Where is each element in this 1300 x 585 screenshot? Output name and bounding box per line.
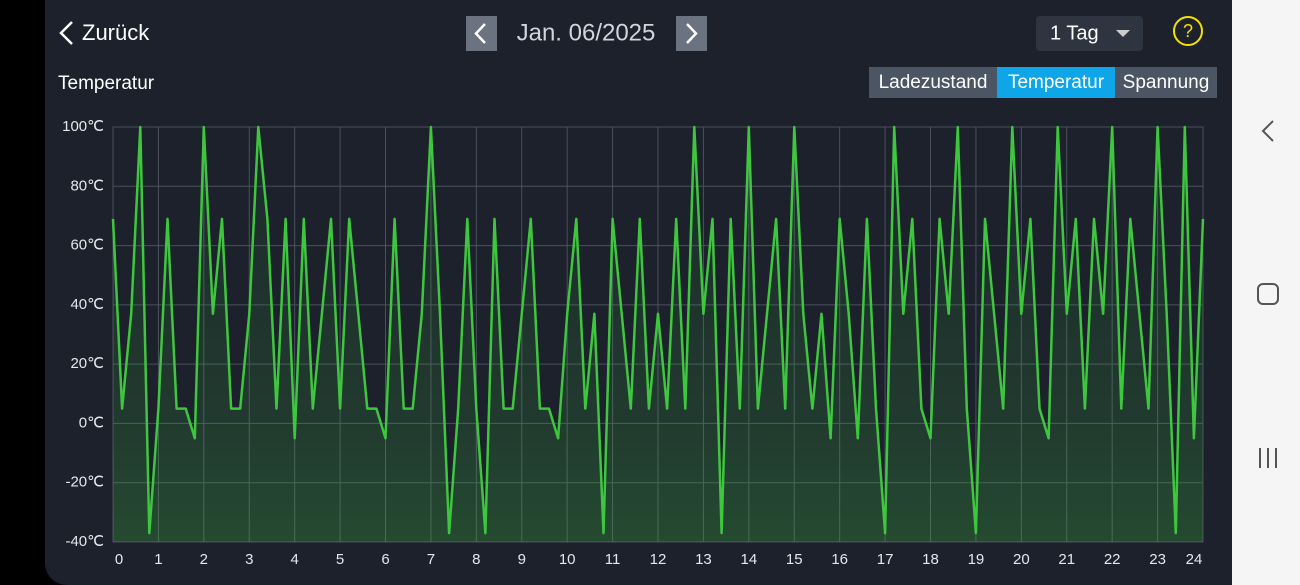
x-tick-label: 19	[968, 551, 985, 568]
nav-back[interactable]	[1261, 120, 1274, 142]
tab-bg	[869, 67, 997, 98]
prev-icon	[474, 23, 486, 44]
tab[interactable]: Spannung	[1115, 67, 1217, 98]
x-tick-label: 14	[740, 551, 757, 568]
area	[113, 127, 1203, 542]
x-tick-label: 15	[786, 551, 803, 568]
tabs: Ladezustand Temperatur Spannung	[869, 67, 1217, 98]
y-tick-label: 0℃	[79, 414, 104, 431]
next-day[interactable]	[676, 16, 707, 51]
x-tick-label: 5	[336, 551, 344, 568]
y-tick-label: -40℃	[65, 533, 104, 550]
chart-title: Temperatur	[58, 73, 155, 94]
x-tick-label: 24	[1186, 551, 1203, 568]
tab-label: Temperatur	[1008, 72, 1105, 93]
dropdown-label: 1 Tag	[1050, 22, 1099, 44]
back-label: Zurück	[82, 20, 150, 45]
y-tick-label: 80℃	[70, 177, 104, 194]
range-dropdown[interactable]: 1 Tag	[1036, 16, 1143, 51]
dropdown-box	[1036, 16, 1143, 51]
line	[111, 125, 1205, 535]
x-tick-label: 21	[1058, 551, 1075, 568]
x-tick-label: 9	[518, 551, 526, 568]
y-tick-label: 20℃	[70, 355, 104, 372]
tab[interactable]: Temperatur	[997, 67, 1115, 98]
back-button[interactable]: Zurück	[59, 20, 150, 45]
x-tick-label: 18	[922, 551, 939, 568]
tab-bg	[1115, 67, 1217, 98]
help-button[interactable]: ?	[1173, 16, 1203, 46]
y-tick-label: -20℃	[65, 474, 104, 491]
x-tick-label: 11	[605, 551, 621, 568]
prev-day[interactable]	[466, 16, 497, 51]
x-tick-label: 2	[200, 551, 208, 568]
x-tick-label: 0	[115, 551, 123, 568]
x-tick-label: 12	[650, 551, 667, 568]
next-icon	[686, 23, 698, 44]
x-tick-label: 7	[427, 551, 435, 568]
x-tick-label: 1	[154, 551, 162, 568]
nav-home[interactable]	[1257, 283, 1279, 305]
nav-bar	[1232, 0, 1300, 585]
back-icon	[59, 21, 73, 45]
x-tick-label: 17	[877, 551, 894, 568]
y-tick-label: 60℃	[70, 237, 104, 254]
x-tick-label: 10	[559, 551, 576, 568]
help-label: ?	[1183, 21, 1193, 41]
tab-label: Ladezustand	[879, 72, 988, 93]
y-tick-label: 100℃	[62, 118, 104, 135]
x-tick-label: 4	[290, 551, 298, 568]
x-tick-label: 23	[1149, 551, 1166, 568]
x-tick-label: 20	[1013, 551, 1030, 568]
tab-label: Spannung	[1123, 72, 1210, 93]
x-tick-label: 3	[245, 551, 253, 568]
tab-bg	[997, 67, 1115, 98]
next-button	[676, 16, 707, 51]
x-tick-label: 16	[831, 551, 848, 568]
y-tick-label: 40℃	[70, 296, 104, 313]
help-circle	[1173, 16, 1203, 46]
date-label: Jan. 06/2025	[517, 19, 656, 46]
x-tick-label: 6	[381, 551, 389, 568]
x-tick-label: 8	[472, 551, 480, 568]
nav-recent[interactable]	[1259, 448, 1277, 468]
dropdown-caret	[1116, 30, 1130, 37]
x-tick-label: 22	[1104, 551, 1121, 568]
prev-button	[466, 16, 497, 51]
x-tick-label: 13	[695, 551, 712, 568]
tab[interactable]: Ladezustand	[869, 67, 997, 98]
